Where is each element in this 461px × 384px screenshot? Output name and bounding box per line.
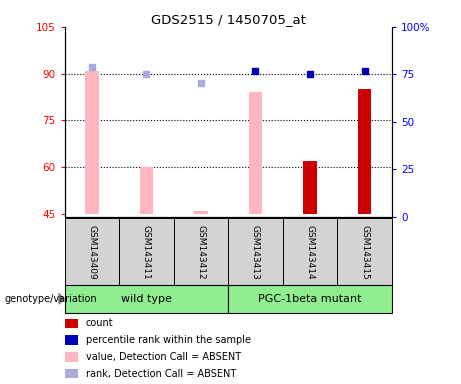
Text: rank, Detection Call = ABSENT: rank, Detection Call = ABSENT [86, 369, 236, 379]
Bar [283, 218, 337, 286]
Bar [228, 218, 283, 286]
Title: GDS2515 / 1450705_at: GDS2515 / 1450705_at [151, 13, 306, 26]
Bar [65, 218, 119, 286]
Text: GSM143415: GSM143415 [360, 225, 369, 279]
Text: GSM143413: GSM143413 [251, 225, 260, 279]
Bar [337, 218, 392, 286]
Bar [65, 335, 78, 345]
Bar [65, 369, 78, 378]
Bar [140, 167, 153, 214]
Bar [85, 71, 99, 214]
Polygon shape [59, 293, 64, 304]
Bar [174, 218, 228, 286]
Text: GSM143411: GSM143411 [142, 225, 151, 279]
Bar [358, 89, 372, 214]
Text: value, Detection Call = ABSENT: value, Detection Call = ABSENT [86, 352, 241, 362]
Bar [303, 161, 317, 214]
Text: GSM143412: GSM143412 [196, 225, 206, 279]
Text: GSM143409: GSM143409 [87, 225, 96, 279]
Bar [65, 319, 78, 328]
Text: wild type: wild type [121, 294, 172, 304]
Bar [119, 218, 174, 286]
Bar [65, 352, 78, 362]
Bar [65, 285, 228, 313]
Text: PGC-1beta mutant: PGC-1beta mutant [258, 294, 362, 304]
Text: percentile rank within the sample: percentile rank within the sample [86, 335, 251, 345]
Bar [248, 92, 262, 214]
Text: GSM143414: GSM143414 [306, 225, 314, 279]
Bar [228, 285, 392, 313]
Text: count: count [86, 318, 113, 328]
Bar [194, 211, 208, 214]
Text: genotype/variation: genotype/variation [5, 294, 97, 304]
